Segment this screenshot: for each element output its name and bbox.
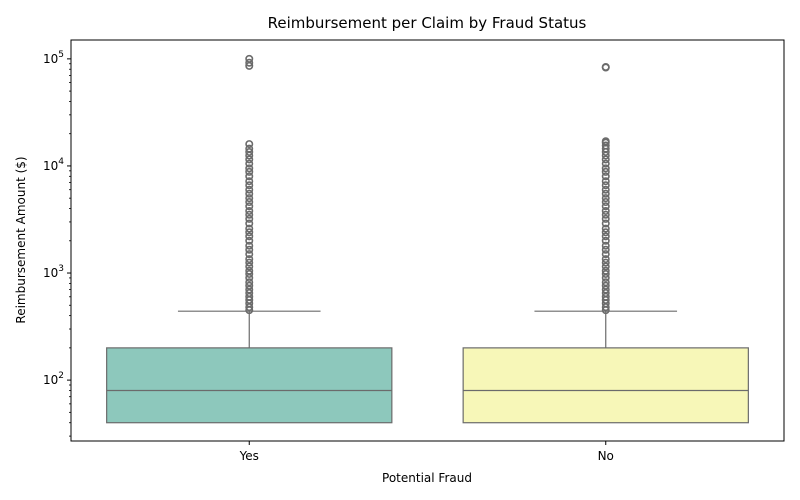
outlier-point <box>245 281 254 290</box>
outlier-point <box>245 228 254 237</box>
outlier-point <box>245 202 254 211</box>
outlier-point <box>245 232 254 241</box>
y-tick-label: 105 <box>43 50 64 66</box>
outlier-point <box>245 181 254 190</box>
outlier-point <box>601 269 610 278</box>
x-axis-label: Potential Fraud <box>382 471 472 485</box>
outlier-point <box>601 185 610 194</box>
outlier-point <box>601 189 610 198</box>
outlier-point <box>245 266 254 275</box>
outlier-point <box>601 236 610 245</box>
outlier-point <box>245 269 254 278</box>
outlier-point <box>601 250 610 259</box>
outlier-point <box>245 194 254 203</box>
outlier-point <box>245 206 254 215</box>
outlier-point <box>601 224 610 233</box>
outlier-point <box>245 289 254 298</box>
outlier-point <box>245 219 254 228</box>
chart-title: Reimbursement per Claim by Fraud Status <box>268 14 587 32</box>
box-group <box>106 54 749 424</box>
outlier-point <box>601 181 610 190</box>
outlier-point <box>245 140 254 149</box>
y-axis-label: Reimbursement Amount ($) <box>14 156 28 323</box>
x-axis: Yes No <box>239 441 614 463</box>
outlier-point <box>601 281 610 290</box>
outlier-point <box>245 198 254 207</box>
outlier-point <box>245 167 254 176</box>
box-no <box>462 62 749 424</box>
outlier-point <box>601 266 610 275</box>
x-tick-label: Yes <box>239 449 259 463</box>
outlier-point <box>601 214 610 223</box>
outlier-point <box>245 172 254 181</box>
y-tick-label: 103 <box>43 264 64 280</box>
outlier-point <box>601 258 610 267</box>
outlier-point <box>245 245 254 254</box>
outlier-point <box>245 258 254 267</box>
outlier-point <box>245 285 254 294</box>
outlier-point <box>601 159 610 168</box>
x-tick-label: No <box>598 449 614 463</box>
y-tick-label: 102 <box>43 371 64 387</box>
box-yes <box>106 54 393 424</box>
iqr-box <box>106 347 393 424</box>
outlier-point <box>601 245 610 254</box>
outlier-point <box>601 155 610 164</box>
outlier-point <box>245 250 254 259</box>
outlier-point <box>601 141 610 150</box>
outlier-point <box>245 262 254 271</box>
outlier-point <box>245 159 254 168</box>
iqr-box <box>462 347 749 424</box>
outlier-point <box>601 241 610 250</box>
outlier-point <box>601 289 610 298</box>
outlier-point <box>601 262 610 271</box>
outlier-point <box>601 62 610 71</box>
outlier-point <box>245 241 254 250</box>
outlier-point <box>601 285 610 294</box>
outlier-point <box>245 185 254 194</box>
outlier-point <box>245 164 254 173</box>
outlier-point <box>601 219 610 228</box>
y-axis: 102 103 104 105 <box>43 50 71 437</box>
outlier-point <box>245 144 254 153</box>
outlier-point <box>601 278 610 287</box>
y-tick-label: 104 <box>43 157 64 173</box>
outlier-point <box>601 206 610 215</box>
outlier-point <box>245 54 254 63</box>
outlier-point <box>245 210 254 219</box>
outlier-point <box>601 137 610 146</box>
outlier-point <box>601 210 610 219</box>
outlier-point <box>601 232 610 241</box>
outlier-point <box>245 155 254 164</box>
outlier-point <box>601 202 610 211</box>
outlier-point <box>245 236 254 245</box>
outlier-point <box>245 278 254 287</box>
outlier-point <box>601 194 610 203</box>
outlier-point <box>245 58 254 67</box>
outlier-point <box>245 214 254 223</box>
outlier-point <box>245 255 254 264</box>
outlier-point <box>601 228 610 237</box>
outlier-point <box>601 164 610 173</box>
outlier-point <box>245 189 254 198</box>
outlier-point <box>601 255 610 264</box>
outlier-point <box>245 224 254 233</box>
outlier-point <box>245 177 254 186</box>
outlier-point <box>601 172 610 181</box>
outlier-point <box>601 177 610 186</box>
outlier-point <box>601 167 610 176</box>
outlier-point <box>245 147 254 156</box>
outlier-point <box>601 198 610 207</box>
